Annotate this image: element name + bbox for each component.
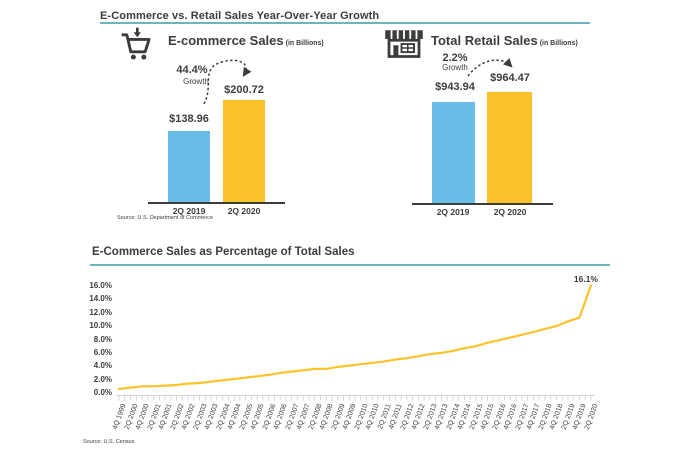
- retail-bar-value-2019: $943.94: [435, 81, 475, 93]
- ecommerce-bar-2020: [223, 100, 265, 202]
- retail-bar-2019: [432, 102, 475, 203]
- y-axis-tick-label: 14.0%: [89, 294, 112, 304]
- line-end-annotation: 16.1%: [573, 274, 598, 284]
- growth-arrow-icon: [467, 58, 513, 77]
- retail-cat-2020: 2Q 2020: [493, 207, 527, 217]
- ecommerce-bar-2019: [168, 131, 210, 202]
- retail-growth-percent: 2.2%: [442, 52, 468, 64]
- ecommerce-cat-2019: 2Q 2019: [172, 206, 206, 216]
- y-axis-tick-label: 16.0%: [89, 281, 112, 290]
- retail-growth-word: Growth: [442, 63, 468, 72]
- line-chart-plot: [116, 284, 595, 401]
- line-chart-source: Source: U.S. Census: [83, 439, 135, 445]
- retail-chart-title-text: Total Retail Sales: [431, 33, 538, 48]
- retail-chart-title: Total Retail Sales (in Billions): [431, 33, 578, 48]
- ecommerce-chart-title-text: E-commerce Sales: [168, 33, 284, 48]
- y-axis-tick-label: 0.0%: [93, 388, 112, 397]
- y-axis-tick-label: 10.0%: [89, 321, 112, 331]
- y-axis-tick-label: 2.0%: [93, 374, 112, 384]
- retail-x-axis: [412, 203, 553, 205]
- ecommerce-percentage-line: [117, 284, 593, 391]
- retail-bar-2020: [487, 92, 532, 203]
- ecommerce-growth-percent: 44.4%: [176, 64, 208, 76]
- storefront-icon: [385, 30, 423, 58]
- retail-cat-2019: 2Q 2019: [436, 207, 470, 217]
- ecommerce-source: Source: U.S. Department of Commerce: [117, 215, 213, 221]
- y-axis-tick-label: 4.0%: [93, 361, 112, 371]
- line-chart-title: E-Commerce Sales as Percentage of Total …: [92, 246, 355, 258]
- ecommerce-bar-value-2020: $200.72: [224, 84, 264, 96]
- y-axis-tick-label: 8.0%: [93, 334, 112, 344]
- page-title: E-Commerce vs. Retail Sales Year-Over-Ye…: [100, 10, 380, 22]
- line-chart-title-underline: [90, 264, 610, 266]
- ecommerce-chart-title: E-commerce Sales (in Billions): [168, 33, 324, 48]
- ecommerce-cat-2020: 2Q 2020: [227, 206, 261, 216]
- title-underline: [100, 22, 590, 24]
- shopping-cart-icon: [121, 27, 151, 60]
- y-axis-tick-label: 12.0%: [89, 307, 112, 317]
- growth-arrow-icon: [203, 59, 252, 105]
- y-axis-tick-label: 6.0%: [93, 347, 112, 357]
- ecommerce-bar-value-2019: $138.96: [169, 113, 209, 125]
- ecommerce-x-axis: [148, 202, 285, 204]
- ecommerce-chart-unit: (in Billions): [285, 40, 324, 47]
- retail-chart-unit: (in Billions): [539, 40, 578, 47]
- ecommerce-growth-word: Growth: [183, 77, 209, 86]
- retail-bar-value-2020: $964.47: [490, 72, 530, 84]
